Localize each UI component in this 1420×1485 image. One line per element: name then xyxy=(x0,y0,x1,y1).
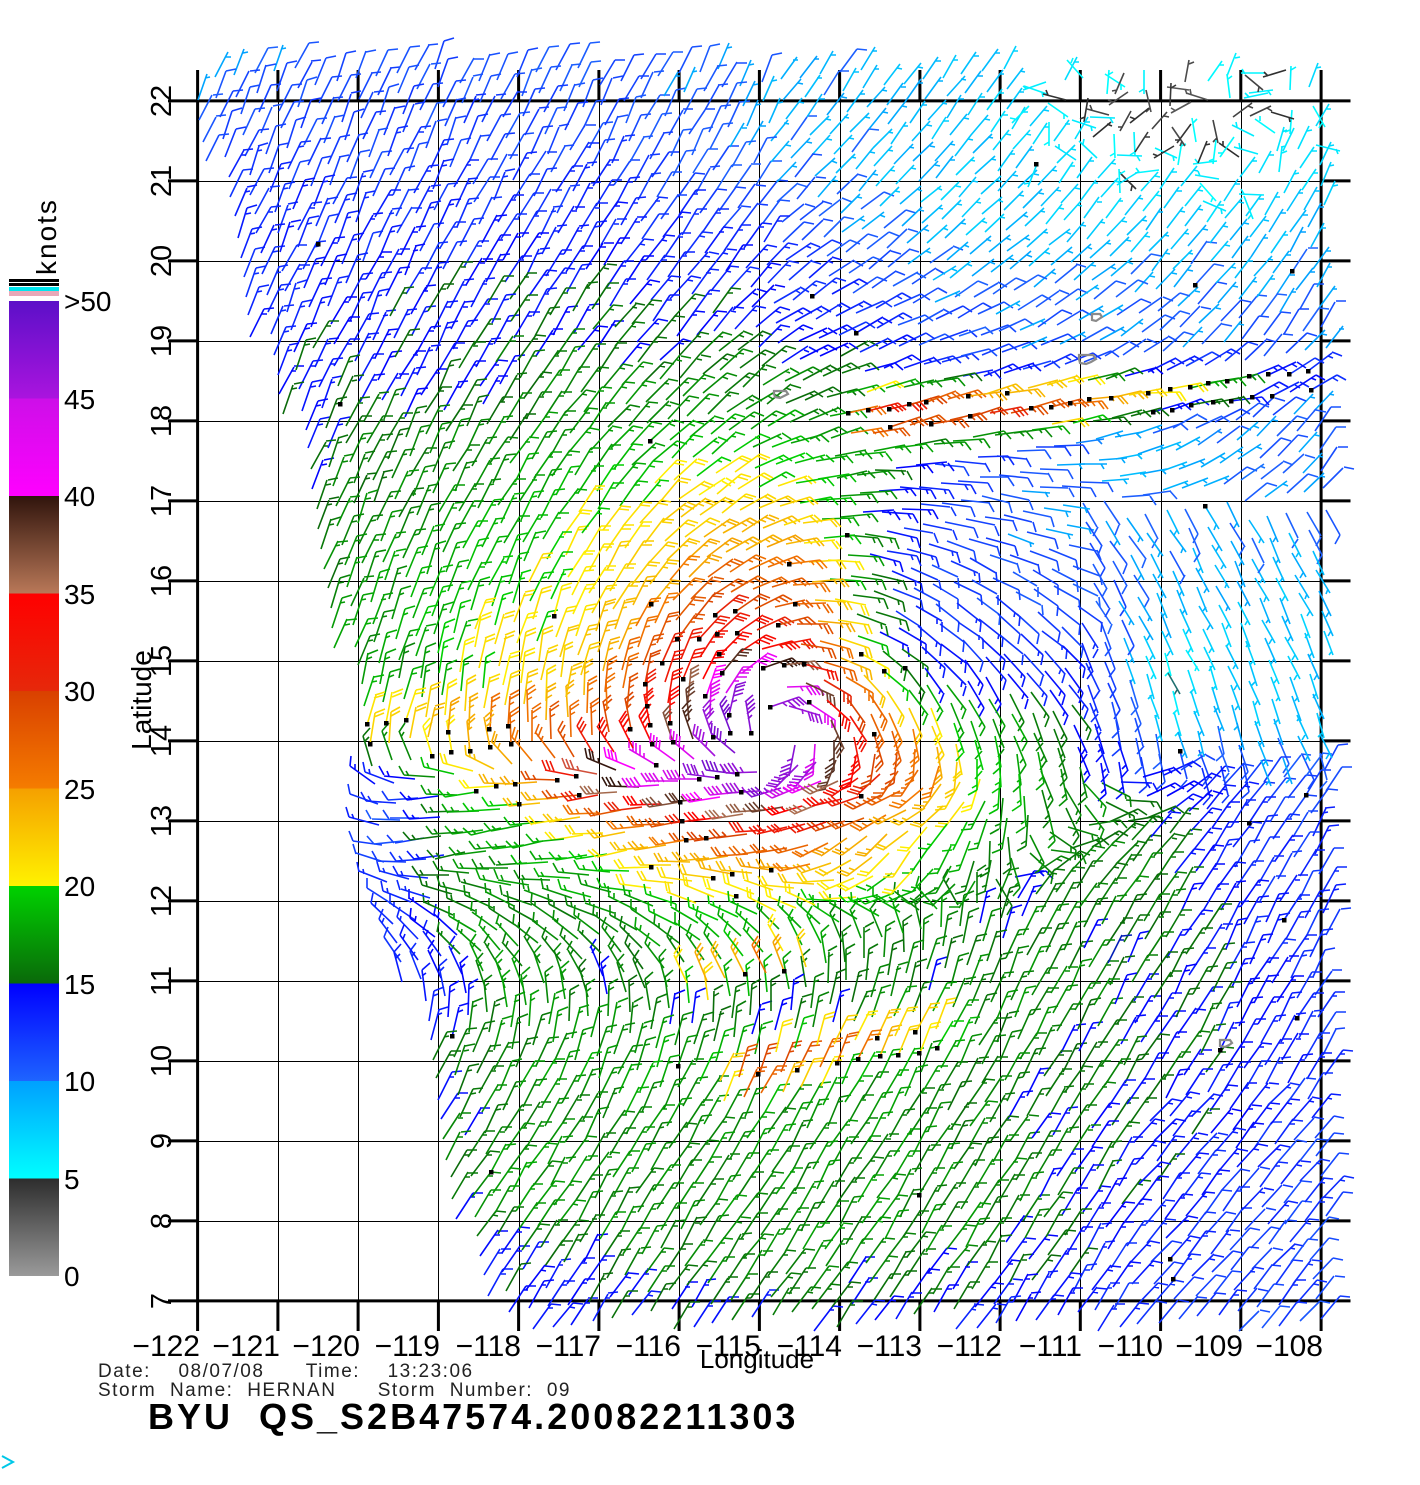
svg-text:>50: >50 xyxy=(64,286,112,317)
svg-text:22: 22 xyxy=(146,85,178,117)
svg-text:Latitude: Latitude xyxy=(126,650,157,750)
svg-text:−118: −118 xyxy=(456,1330,521,1363)
svg-text:17: 17 xyxy=(146,485,178,517)
svg-text:−109: −109 xyxy=(1175,1330,1243,1363)
svg-text:10: 10 xyxy=(64,1066,95,1097)
svg-text:Date: 08/07/08 Time: 13:23: Date: 08/07/08 Time: 13:23:06 xyxy=(98,1361,474,1382)
svg-text:−110: −110 xyxy=(1098,1330,1163,1363)
svg-text:20: 20 xyxy=(146,245,178,277)
svg-text:9: 9 xyxy=(146,1133,178,1149)
svg-text:7: 7 xyxy=(146,1293,178,1309)
svg-text:−111: −111 xyxy=(1019,1330,1082,1363)
svg-text:−114: −114 xyxy=(777,1330,842,1363)
svg-text:−119: −119 xyxy=(375,1330,440,1363)
svg-text:21: 21 xyxy=(146,165,178,197)
svg-text:19: 19 xyxy=(146,325,178,357)
svg-text:45: 45 xyxy=(64,384,95,415)
svg-text:−117: −117 xyxy=(536,1330,601,1363)
svg-text:11: 11 xyxy=(146,966,178,996)
svg-text:knots: knots xyxy=(31,198,62,275)
svg-text:14: 14 xyxy=(146,725,178,757)
svg-text:15: 15 xyxy=(64,969,95,1000)
svg-text:−108: −108 xyxy=(1255,1330,1323,1363)
svg-text:13: 13 xyxy=(146,805,178,837)
svg-text:−113: −113 xyxy=(857,1330,922,1363)
svg-text:0: 0 xyxy=(64,1261,80,1292)
svg-text:BYU QS_S2B47574.20082211303: BYU QS_S2B47574.20082211303 xyxy=(148,1396,798,1437)
svg-text:−121: −121 xyxy=(212,1330,280,1363)
svg-text:20: 20 xyxy=(64,871,95,902)
svg-text:−115: −115 xyxy=(696,1330,761,1363)
svg-text:35: 35 xyxy=(64,579,95,610)
svg-text:Storm Name: HERNAN Storm Num: Storm Name: HERNAN Storm Number: 09 xyxy=(98,1380,571,1401)
svg-text:15: 15 xyxy=(146,645,178,677)
svg-text:25: 25 xyxy=(64,774,95,805)
svg-text:10: 10 xyxy=(146,1045,178,1077)
svg-text:−122: −122 xyxy=(132,1330,200,1363)
svg-text:30: 30 xyxy=(64,676,95,707)
svg-text:Longitude: Longitude xyxy=(700,1344,814,1374)
svg-text:16: 16 xyxy=(146,565,178,597)
svg-text:40: 40 xyxy=(64,481,95,512)
svg-text:5: 5 xyxy=(64,1164,80,1195)
svg-text:−116: −116 xyxy=(616,1330,681,1363)
svg-text:18: 18 xyxy=(146,405,178,437)
svg-text:8: 8 xyxy=(146,1213,178,1229)
svg-text:−120: −120 xyxy=(292,1330,360,1363)
svg-text:−112: −112 xyxy=(937,1330,1002,1363)
svg-text:12: 12 xyxy=(146,885,178,917)
